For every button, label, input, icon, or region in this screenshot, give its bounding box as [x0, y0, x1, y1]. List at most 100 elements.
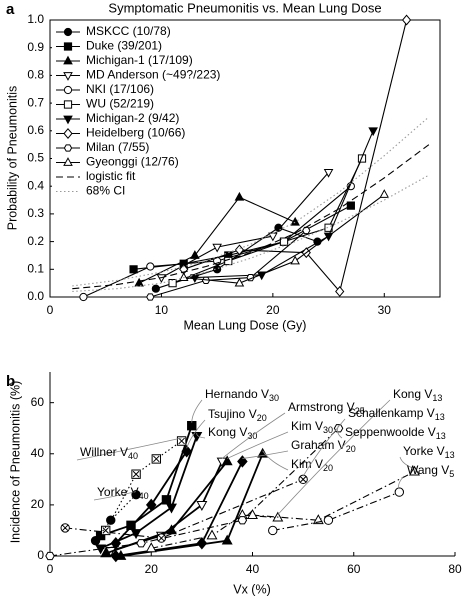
chart-title: Symptomatic Pneumonitis vs. Mean Lung Do… — [108, 0, 381, 15]
data-point — [212, 243, 222, 253]
series-line — [100, 435, 198, 550]
data-point — [134, 277, 144, 287]
series-line — [138, 196, 296, 284]
legend-label: Heidelberg (10/66) — [86, 126, 185, 140]
annotation-subscript: 20 — [346, 444, 356, 454]
data-point — [45, 551, 55, 561]
y-axis-label: Incidence of Pneumonitis (%) — [8, 381, 22, 544]
legend-label: NKI (17/106) — [86, 82, 154, 96]
legend-marker — [63, 55, 73, 65]
annotation-text: Yorke V — [403, 444, 445, 458]
series-line — [183, 194, 385, 284]
data-point — [187, 420, 197, 431]
data-point — [298, 474, 308, 485]
annotation-arrow — [93, 491, 137, 501]
data-point — [335, 286, 345, 297]
data-point — [181, 444, 192, 458]
annotation-text: Kim V — [291, 457, 323, 471]
annotation-text: Armstrong V — [288, 400, 355, 414]
legend-marker — [63, 72, 73, 81]
legend-marker — [63, 128, 73, 139]
legend-label: Michigan-1 (17/109) — [86, 53, 193, 67]
annotation-subscript: 13 — [436, 431, 446, 441]
annotation-text: Wang V — [407, 463, 449, 477]
data-point — [290, 216, 300, 226]
legend-marker — [63, 27, 73, 37]
data-point — [100, 547, 112, 558]
series-annotation: Kong V13 — [393, 387, 442, 403]
legend-marker — [63, 85, 73, 95]
data-point — [409, 465, 420, 476]
data-point — [106, 515, 116, 525]
series-annotation: Kong V30 — [208, 425, 257, 441]
y-tick-label: 60 — [31, 395, 45, 409]
data-point — [201, 276, 211, 284]
data-point — [379, 189, 390, 198]
annotation-text: Tsujino V — [208, 407, 257, 421]
series-annotation: Willner V40 — [80, 445, 138, 461]
annotation-text: Yorke V — [97, 485, 139, 499]
series-annotation: Schallenkamp V13 — [348, 406, 445, 422]
annotation-subscript: 30 — [247, 431, 257, 441]
data-point — [166, 503, 177, 514]
data-point — [178, 272, 189, 281]
annotation-arrow — [398, 475, 405, 490]
annotation-text: Kong V — [208, 425, 247, 439]
legend-marker — [63, 157, 73, 166]
series-annotation: Seppenwoolde V13 — [345, 425, 446, 441]
legend-marker — [63, 144, 73, 152]
legend-label: Gyeonggi (12/76) — [86, 155, 179, 169]
data-point — [130, 529, 142, 540]
series-annotation: Graham V20 — [291, 438, 356, 454]
x-tick-label: 80 — [448, 562, 462, 576]
data-point — [190, 250, 200, 259]
data-point — [168, 279, 177, 288]
y-tick-label: 20 — [31, 497, 45, 511]
x-tick-label: 60 — [347, 562, 361, 576]
annotation-subscript: 20 — [323, 463, 333, 473]
panel-label: a — [6, 1, 15, 18]
annotation-arrow — [221, 412, 286, 459]
legend-label: MSKCC (10/78) — [86, 24, 171, 38]
annotation-text: Graham V — [291, 438, 346, 452]
annotation-arrow — [262, 450, 289, 471]
data-point — [131, 489, 141, 500]
series-annotation: Hernando V30 — [205, 387, 279, 403]
annotation-arrow — [302, 418, 346, 477]
series-line — [272, 491, 400, 531]
data-point — [90, 535, 101, 546]
annotation-arrow — [191, 399, 203, 423]
data-point — [129, 265, 138, 274]
x-tick-label: 30 — [378, 303, 392, 317]
data-point — [279, 237, 289, 246]
annotation-arrow — [227, 431, 289, 459]
data-point — [247, 509, 258, 519]
series-line — [105, 440, 182, 531]
y-tick-label: 0.0 — [27, 289, 44, 303]
data-point — [302, 226, 311, 235]
series-annotation: Yorke V40 — [97, 485, 149, 501]
data-point — [146, 262, 155, 271]
legend-label: WU (52/219) — [86, 97, 154, 111]
annotation-text: Kong V — [393, 387, 432, 401]
legend-box — [52, 23, 198, 201]
legend-label: Michigan-2 (9/42) — [86, 111, 179, 125]
x-axis-label: Vx (%) — [233, 582, 271, 596]
data-point — [290, 255, 300, 265]
legend-label: logistic fit — [86, 169, 136, 183]
data-point — [115, 549, 127, 560]
data-point — [221, 455, 233, 466]
data-point — [176, 436, 187, 446]
data-point — [206, 529, 218, 540]
data-point — [100, 525, 111, 536]
y-tick-label: 0.8 — [27, 68, 44, 82]
series-line — [151, 514, 278, 549]
data-point — [234, 244, 245, 256]
y-tick-label: 0.5 — [27, 151, 44, 165]
legend-label: MD Anderson (~49?/223) — [86, 68, 220, 82]
x-axis-label: Mean Lung Dose (Gy) — [184, 318, 307, 332]
data-point — [234, 191, 245, 201]
data-point — [346, 201, 355, 210]
data-point — [145, 498, 157, 512]
x-tick-label: 20 — [145, 562, 159, 576]
